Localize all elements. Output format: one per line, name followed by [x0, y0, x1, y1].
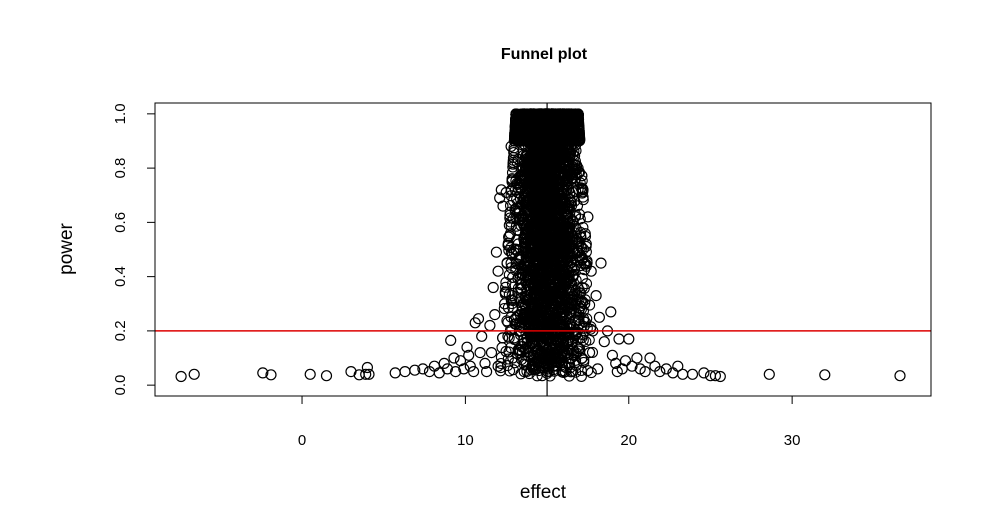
data-point [570, 366, 582, 378]
data-point [441, 363, 453, 375]
data-point [709, 370, 722, 382]
data-point [472, 313, 485, 325]
data-point [576, 282, 588, 294]
data-point [698, 367, 710, 379]
data-point [504, 212, 516, 224]
data-point [487, 281, 499, 294]
data-point [474, 347, 486, 359]
data-point [363, 368, 375, 380]
data-point [894, 370, 906, 382]
data-point [507, 295, 519, 307]
data-point [654, 366, 666, 378]
data-point [570, 348, 582, 361]
data-point [714, 370, 726, 383]
data-point [583, 347, 596, 359]
data-point [582, 211, 594, 223]
data-point [581, 255, 593, 267]
data-point [639, 366, 651, 378]
data-point [489, 309, 501, 321]
data-point [819, 369, 831, 381]
data-point [484, 319, 496, 332]
data-point [570, 359, 582, 372]
data-point [498, 302, 510, 315]
data-point [585, 367, 597, 379]
data-point [360, 368, 372, 380]
data-point [399, 366, 411, 378]
data-point [528, 328, 540, 341]
data-point [580, 335, 592, 348]
data-point [563, 307, 575, 319]
data-point [502, 360, 514, 372]
data-point [544, 370, 556, 382]
data-point [485, 347, 498, 359]
data-point [320, 370, 333, 382]
data-point [445, 334, 457, 346]
data-point [500, 281, 512, 293]
data-point [613, 333, 625, 345]
data-point [512, 286, 524, 298]
data-point [461, 341, 473, 353]
data-point [584, 323, 597, 335]
chart-title: Funnel plot [501, 46, 588, 63]
data-point [481, 366, 493, 378]
data-point [188, 368, 200, 380]
data-point [257, 367, 269, 379]
data-point [510, 234, 523, 246]
data-point [495, 365, 507, 377]
data-point [490, 246, 502, 258]
data-point [463, 349, 475, 361]
data-point [579, 230, 592, 242]
data-point [575, 240, 587, 252]
data-point [577, 186, 589, 198]
data-point [553, 188, 565, 200]
data-point [644, 352, 656, 364]
data-point [492, 265, 504, 277]
data-point [438, 357, 450, 369]
data-point [595, 257, 607, 269]
data-point [304, 368, 316, 380]
data-point [605, 306, 617, 318]
data-point [593, 311, 606, 323]
data-point [531, 370, 543, 382]
data-point [660, 363, 672, 375]
data-point [417, 363, 429, 375]
data-point [626, 360, 638, 372]
data-point [265, 369, 277, 381]
data-point [504, 206, 516, 218]
data-point [686, 368, 699, 380]
data-point [479, 357, 491, 369]
data-point [468, 366, 480, 378]
data-point [672, 360, 684, 372]
data-point [631, 352, 643, 364]
data-point [507, 301, 519, 313]
data-point [464, 360, 476, 372]
data-point [590, 290, 602, 302]
data-point [175, 370, 187, 383]
data-point [476, 330, 488, 342]
data-point [677, 368, 689, 380]
data-point [389, 367, 401, 379]
data-point [504, 365, 516, 377]
data-point [763, 368, 775, 380]
data-point [573, 238, 585, 250]
data-point [623, 333, 635, 345]
data-point [575, 370, 587, 382]
data-point [361, 361, 373, 374]
data-point [515, 368, 527, 380]
data-point [448, 352, 460, 364]
data-point [409, 364, 421, 376]
data-point [567, 270, 579, 282]
data-point [450, 366, 462, 378]
data-point [619, 355, 632, 367]
data-point [598, 336, 610, 348]
data-points-layer [175, 108, 906, 383]
data-point [495, 351, 507, 363]
data-point [497, 200, 509, 212]
data-point [505, 184, 518, 196]
